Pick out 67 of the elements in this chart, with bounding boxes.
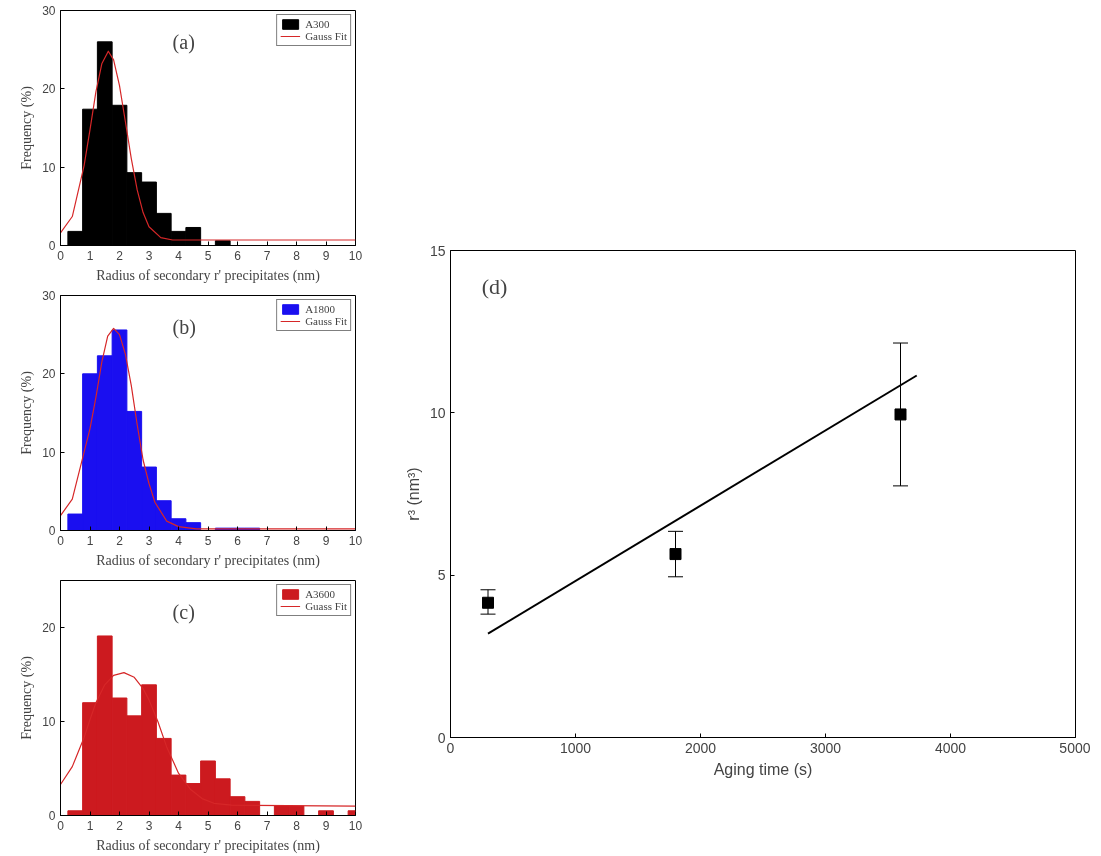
x-axis-title: Radius of secondary r' precipitates (nm) [96,552,321,569]
x-tick-label: 10 [348,248,363,263]
annotation: (d) [481,274,508,300]
x-tick-label: 3 [145,248,153,263]
x-tick-label: 7 [263,818,271,833]
x-tick-label: 1000 [559,739,592,756]
x-tick-label: 9 [322,818,330,833]
annotation: (b) [172,315,196,339]
y-axis-title: Frequency (%) [19,655,36,740]
y-tick-label: 20 [42,621,56,635]
x-tick-label: 9 [322,533,330,548]
x-tick-label: 6 [234,818,242,833]
x-tick-label: 4 [175,248,183,263]
legend-label: A1800 [305,303,336,315]
legend-label: A3600 [305,588,336,600]
y-tick-label: 30 [42,4,56,18]
annotation: (a) [172,30,195,54]
legend-label: Gauss Fit [305,30,347,42]
legend-label: A300 [305,18,330,30]
y-axis-title: r³ (nm³) [404,467,422,521]
x-tick-label: 3 [145,818,153,833]
x-tick-label: 8 [293,248,301,263]
legend-label: Gauss Fit [305,315,347,327]
y-tick-label: 10 [42,445,56,460]
x-tick-label: 4000 [934,739,967,756]
x-tick-label: 9 [322,248,330,263]
x-tick-label: 4 [175,818,183,833]
legend-label: Guass Fit [305,600,347,612]
y-tick-label: 5 [437,567,446,584]
y-tick-label: 20 [42,367,56,382]
x-tick-label: 10 [348,533,363,548]
x-tick-label: 2 [116,533,124,548]
x-tick-label: 8 [293,533,301,548]
y-tick-label: 10 [42,160,56,175]
x-tick-label: 5000 [1059,739,1091,756]
x-tick-label: 6 [234,248,242,263]
x-tick-label: 3 [145,533,153,548]
y-tick-label: 20 [42,82,56,97]
y-tick-label: 0 [48,524,56,538]
x-tick-label: 5 [204,818,212,833]
x-tick-label: 4 [175,533,183,548]
y-tick-label: 10 [429,404,446,421]
annotation: (c) [172,600,195,624]
x-axis-title: Radius of secondary r' precipitates (nm) [96,837,321,854]
x-tick-label: 1 [86,248,94,263]
x-tick-label: 8 [293,818,301,833]
x-tick-label: 1 [86,818,94,833]
x-tick-label: 1 [86,533,94,548]
y-axis-title: Frequency (%) [19,85,36,170]
x-tick-label: 7 [263,248,271,263]
x-tick-label: 3000 [809,739,842,756]
y-tick-label: 15 [429,242,446,259]
y-tick-label: 0 [48,809,56,823]
y-tick-label: 10 [42,715,56,729]
x-tick-label: 2 [116,248,124,263]
x-axis-title: Aging time (s) [713,760,813,778]
x-tick-label: 2000 [684,739,717,756]
y-tick-label: 0 [48,239,56,253]
x-tick-label: 5 [204,248,212,263]
x-tick-label: 10 [348,818,363,833]
x-tick-label: 5 [204,533,212,548]
x-tick-label: 2 [116,818,124,833]
y-axis-title: Frequency (%) [19,370,36,455]
x-axis-title: Radius of secondary r' precipitates (nm) [96,267,321,284]
y-tick-label: 30 [42,289,56,303]
x-tick-label: 6 [234,533,242,548]
x-tick-label: 7 [263,533,271,548]
